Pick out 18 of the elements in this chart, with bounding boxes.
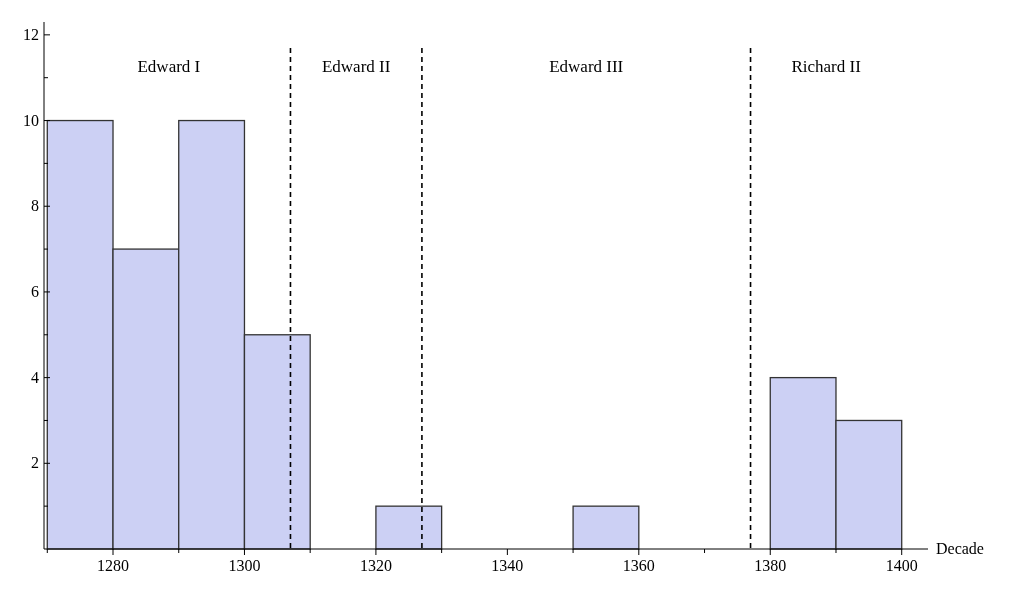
x-tick-label: 1300 (228, 557, 261, 574)
x-axis-title: Decade (936, 540, 984, 557)
x-tick-label: 1360 (622, 557, 655, 574)
annotation: Richard II (791, 57, 862, 76)
x-tick-label: 1340 (491, 557, 524, 574)
x-tick-label: 1320 (359, 557, 392, 574)
x-tick-label: 1280 (97, 557, 130, 574)
y-tick-label: 6 (31, 282, 39, 300)
annotation: Edward II (321, 57, 391, 76)
y-tick-label: 12 (23, 25, 39, 43)
y-tick-label: 10 (23, 111, 39, 129)
annotation: Edward III (549, 57, 624, 76)
y-tick-label: 2 (31, 454, 39, 472)
annotation: Edward I (137, 57, 201, 76)
x-tick-label: 1400 (885, 557, 918, 574)
x-tick-label: 1380 (754, 557, 787, 574)
y-tick-label: 8 (31, 197, 39, 215)
y-tick-label: 4 (31, 368, 39, 386)
